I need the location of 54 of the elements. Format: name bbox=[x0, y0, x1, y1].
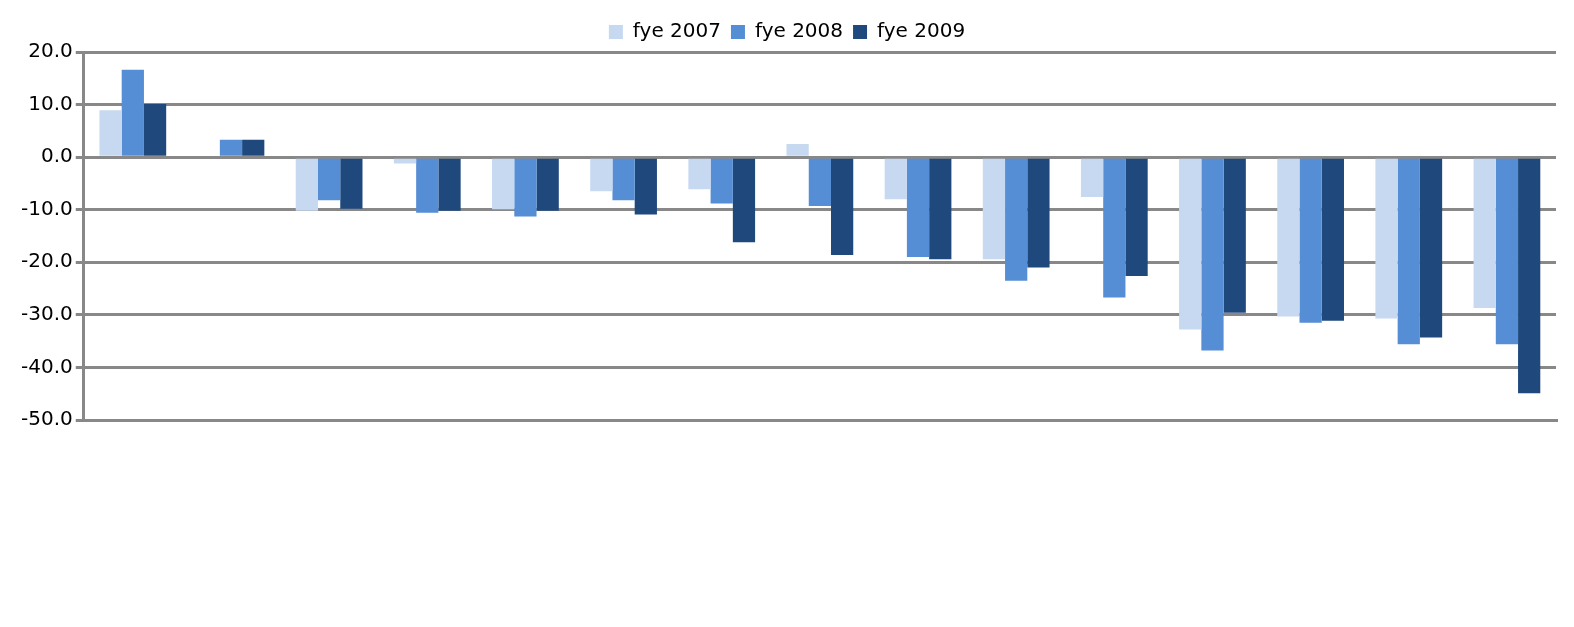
bar bbox=[318, 158, 341, 201]
bar bbox=[1397, 158, 1420, 345]
bar bbox=[536, 158, 559, 211]
bar bbox=[438, 158, 461, 211]
y-tick-label: 10.0 bbox=[28, 90, 73, 115]
bar bbox=[884, 158, 907, 200]
legend-label: fye 2007 bbox=[632, 18, 721, 43]
bar bbox=[514, 158, 537, 217]
bar bbox=[1201, 158, 1224, 351]
bar bbox=[1518, 158, 1541, 394]
bar bbox=[906, 158, 930, 258]
bar bbox=[1473, 158, 1496, 309]
bar bbox=[242, 139, 265, 156]
bar bbox=[808, 158, 831, 207]
y-tick-label: -40.0 bbox=[21, 353, 73, 378]
y-tick-label: -50.0 bbox=[21, 406, 73, 431]
bar bbox=[929, 158, 952, 260]
bar bbox=[1080, 158, 1104, 198]
legend-label: fye 2009 bbox=[877, 18, 966, 43]
bar bbox=[634, 158, 657, 215]
bar bbox=[732, 158, 756, 243]
bar bbox=[1277, 158, 1300, 317]
bar bbox=[99, 110, 122, 156]
y-tick-label: -10.0 bbox=[21, 195, 73, 220]
bar bbox=[710, 158, 733, 204]
bar bbox=[121, 69, 144, 156]
bar bbox=[1223, 158, 1246, 313]
bar bbox=[492, 158, 515, 210]
bar bbox=[416, 158, 439, 213]
bar bbox=[1103, 158, 1126, 298]
y-tick-label: 20.0 bbox=[28, 38, 73, 63]
bar bbox=[1179, 158, 1202, 330]
y-tick-label: -20.0 bbox=[21, 248, 73, 273]
bar bbox=[786, 144, 809, 156]
bar bbox=[1375, 158, 1398, 319]
bar bbox=[1321, 158, 1344, 321]
bar bbox=[219, 139, 243, 156]
bar bbox=[982, 158, 1006, 260]
y-tick-label: -30.0 bbox=[21, 301, 73, 326]
bar bbox=[1027, 158, 1050, 268]
bar bbox=[1005, 158, 1028, 281]
bar bbox=[590, 158, 613, 192]
bar bbox=[340, 158, 363, 209]
y-tick-label: 0.0 bbox=[40, 143, 73, 168]
bar bbox=[612, 158, 635, 201]
bar bbox=[1125, 158, 1148, 276]
bar bbox=[1419, 158, 1443, 338]
bar bbox=[688, 158, 711, 190]
bar bbox=[143, 104, 167, 156]
bar bbox=[295, 158, 318, 211]
bar bbox=[1495, 158, 1519, 345]
legend-label: fye 2008 bbox=[754, 18, 844, 43]
bar bbox=[1299, 158, 1322, 323]
bar bbox=[831, 158, 854, 255]
